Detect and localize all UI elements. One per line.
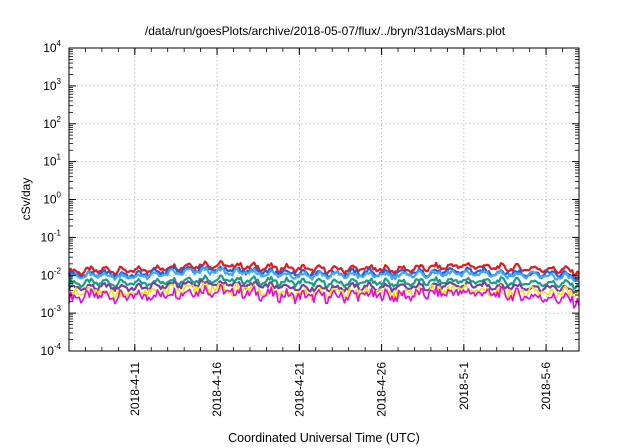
series-line-3 (67, 274, 580, 290)
series-line-2 (68, 266, 580, 282)
y-tick-label: 10-3 (41, 304, 62, 320)
chart-title: /data/run/goesPlots/archive/2018-05-07/f… (145, 24, 506, 38)
y-tick-label: 10-2 (41, 266, 62, 282)
series-line-6 (68, 283, 580, 309)
x-tick-label: 2018-4-26 (375, 362, 389, 417)
y-tick-label: 102 (43, 115, 61, 131)
y-tick-label: 100 (43, 191, 61, 207)
x-axis-label: Coordinated Universal Time (UTC) (228, 431, 420, 445)
y-axis-label: cSv/day (19, 178, 33, 221)
series-line-4 (67, 279, 580, 294)
y-tick-label: 101 (43, 153, 61, 169)
grid-lines (69, 48, 579, 351)
y-tick-label: 10-4 (41, 342, 62, 358)
y-tick-label: 104 (43, 39, 61, 55)
x-tick-label: 2018-5-6 (539, 362, 553, 410)
y-tick-label: 103 (43, 77, 61, 93)
x-tick-label: 2018-4-16 (210, 362, 224, 417)
y-tick-label: 10-1 (41, 228, 62, 244)
x-tick-label: 2018-5-1 (457, 362, 471, 410)
x-axis-ticks: 2018-4-11 2018-4-16 2018-4-21 2018-4-26 2018… (85, 48, 563, 417)
series-layer (67, 260, 580, 309)
x-tick-label: 2018-4-21 (292, 362, 306, 417)
x-tick-label: 2018-4-11 (128, 362, 142, 416)
y-axis-ticks: 10-4 10-3 10-2 10-1 100 101 102 103 104 (41, 39, 579, 358)
